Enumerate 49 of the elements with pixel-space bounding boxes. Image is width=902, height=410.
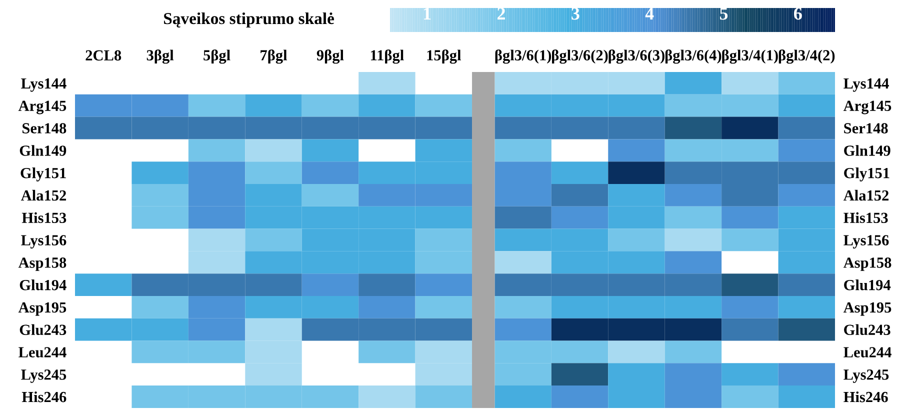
color-bar-title: Sąveikos stiprumo skalė <box>164 12 334 28</box>
y2-tick-label: Gly151 <box>20 167 66 182</box>
y2-tick-label: Gln149 <box>20 145 66 156</box>
y2-tick-label: Lys156 <box>21 235 66 249</box>
y-tick-label: Leu244 <box>844 347 892 358</box>
x-tick-label: 7βgl <box>260 50 288 64</box>
y-tick-label: Lys156 <box>844 235 889 249</box>
y-tick-label: Asp195 <box>843 302 892 316</box>
y2-tick-label: Glu243 <box>20 324 66 336</box>
x-tick-label: 9βgl <box>316 50 344 64</box>
y-tick-label: Glu194 <box>844 279 891 290</box>
x-tick-label: 11βgl <box>370 50 404 64</box>
x-tick-label: 15βgl <box>427 50 461 64</box>
color-bar-label: 3 <box>572 8 580 20</box>
y2-tick-label: Ala152 <box>20 190 66 201</box>
y-tick-label: Asp158 <box>843 258 892 271</box>
y-tick-label: His153 <box>844 212 888 224</box>
y2-tick-label: His246 <box>22 391 66 402</box>
x-tick-label: 3βgl <box>146 50 174 64</box>
y-tick-label: Ser148 <box>844 123 888 134</box>
x-tick-label: βgl3/6(3) <box>608 50 664 64</box>
y-tick-label: His246 <box>844 391 888 402</box>
y2-tick-label: Lys245 <box>21 370 66 383</box>
x-tick-label: 2CL8 <box>86 50 122 61</box>
color-bar-label: 6 <box>794 8 802 20</box>
y2-tick-label: Leu244 <box>18 347 66 358</box>
y2-tick-label: Asp195 <box>18 302 66 316</box>
y-tick-label: Glu243 <box>844 324 890 336</box>
y-tick-label: Gly151 <box>844 167 890 182</box>
y2-tick-label: Ser148 <box>22 123 66 134</box>
y2-tick-label: Asp158 <box>18 258 66 271</box>
y-tick-label: Arg145 <box>843 100 892 114</box>
y2-tick-label: His153 <box>22 212 66 224</box>
y-tick-label: Lys144 <box>844 78 889 92</box>
y-tick-label: Lys245 <box>844 370 889 383</box>
y-tick-label: Gln149 <box>844 145 890 156</box>
x-tick-label: 5βgl <box>204 50 230 64</box>
x-tick-label: βgl3/6(1) <box>495 50 552 64</box>
color-bar-label: 4 <box>645 8 654 20</box>
y2-tick-label: Lys144 <box>21 78 66 92</box>
x-tick-label: βgl3/6(4) <box>665 50 722 64</box>
x-tick-label: βgl3/4(1) <box>722 50 778 64</box>
color-bar-label: 1 <box>424 8 431 20</box>
color-bar-label: 2 <box>497 8 505 20</box>
y-tick-label: Ala152 <box>843 190 889 201</box>
x-tick-label: βgl3/6(2) <box>552 50 608 64</box>
y2-tick-label: Glu194 <box>20 279 66 290</box>
y2-tick-label: Arg145 <box>18 100 66 114</box>
x-tick-label: βgl3/4(2) <box>778 50 835 64</box>
